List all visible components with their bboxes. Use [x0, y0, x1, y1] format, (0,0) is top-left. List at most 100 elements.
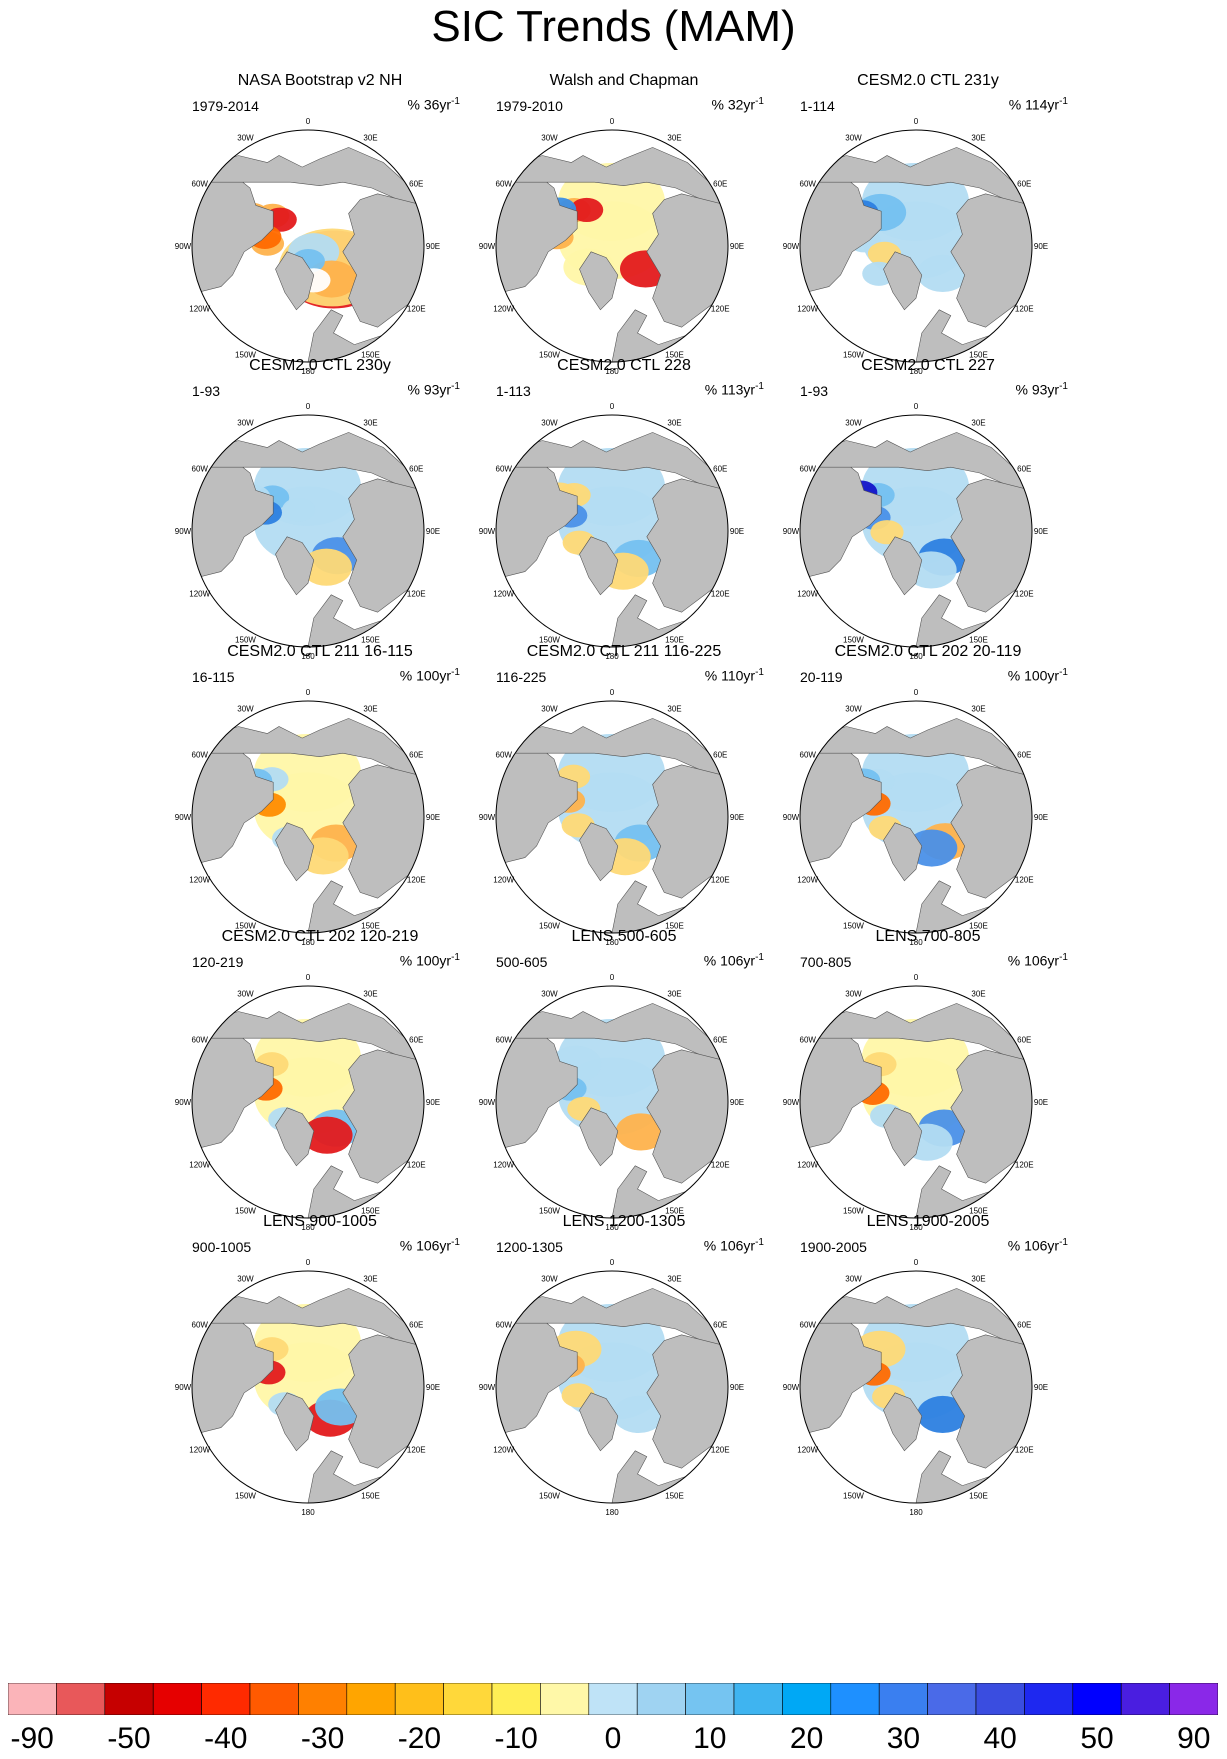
longitude-label: 150E [969, 350, 988, 359]
panel-title: LENS 900-1005 [263, 1213, 377, 1230]
panel-period: 900-1005 [192, 1239, 252, 1255]
longitude-label: 90E [1034, 1098, 1048, 1107]
map-panel: CESM2.0 CTL 231y 1-114 % 114yr-1 180 150E 120… [778, 72, 1078, 382]
longitude-label: 30W [541, 134, 558, 143]
map-boundary [799, 1270, 1033, 1504]
longitude-label: 90E [426, 527, 440, 536]
land-mass [496, 1003, 728, 1068]
colorbar-swatch [1024, 1683, 1074, 1715]
land-mass [579, 251, 619, 311]
longitude-label: 150W [539, 350, 560, 359]
colorbar-tick-label: 0 [604, 1722, 622, 1755]
longitude-label: 90E [1034, 242, 1048, 251]
longitude-label: 120E [711, 876, 730, 885]
longitude-label: 120E [407, 1161, 426, 1170]
longitude-label: 150W [843, 1491, 864, 1500]
longitude-label: 90W [783, 1383, 800, 1392]
longitude-label: 0 [610, 1258, 615, 1267]
map-boundary [495, 985, 729, 1219]
longitude-label: 150W [539, 1206, 560, 1215]
panel-period: 700-805 [800, 954, 852, 970]
land-mass [192, 147, 424, 212]
panel-title: LENS 700-805 [875, 928, 981, 945]
longitude-label: 0 [914, 117, 919, 126]
polar-map: 180 150E 120E 90E 60E 30E 0 30W 60W 90W 120W 150W [783, 973, 1048, 1232]
map-boundary [495, 129, 729, 363]
panel-units: % 106yr-1 [703, 952, 764, 969]
colorbar-swatch [685, 1683, 735, 1715]
land-mass [646, 193, 728, 328]
land-mass [883, 1107, 923, 1167]
panel-title: LENS 1200-1305 [562, 1213, 686, 1230]
land-mass [496, 1288, 728, 1353]
longitude-label: 120W [797, 1161, 818, 1170]
longitude-label: 120E [407, 1446, 426, 1455]
panel-period: 20-119 [800, 669, 843, 685]
longitude-label: 120E [1015, 305, 1034, 314]
longitude-label: 60E [1017, 465, 1031, 474]
map-panel: NASA Bootstrap v2 NH 1979-2014 % 36yr-1 180… [170, 72, 470, 382]
longitude-label: 120W [189, 305, 210, 314]
longitude-label: 150W [235, 1206, 256, 1215]
longitude-label: 30E [971, 990, 985, 999]
land-mass [950, 1334, 1032, 1469]
longitude-label: 150E [969, 921, 988, 930]
longitude-label: 180 [605, 1508, 619, 1517]
longitude-label: 120W [493, 876, 514, 885]
map-boundary [191, 700, 425, 934]
panel-title: CESM2.0 CTL 228 [557, 357, 691, 374]
longitude-label: 30E [971, 1275, 985, 1284]
longitude-label: 180 [605, 938, 619, 947]
panel-title: CESM2.0 CTL 227 [861, 357, 995, 374]
map-panel: LENS 1200-1305 1200-1305% 106yr-1 180 150E 1… [474, 1213, 774, 1523]
longitude-label: 60E [1017, 751, 1031, 760]
land-mass [275, 251, 315, 311]
colorbar-tick-label: -10 [494, 1722, 538, 1755]
panel-units: % 106yr-1 [399, 1237, 460, 1254]
map-boundary [495, 414, 729, 648]
panel-title: Walsh and Chapman [549, 72, 699, 89]
panel-units: % 100yr-1 [399, 667, 460, 684]
longitude-label: 180 [909, 938, 923, 947]
longitude-label: 60W [496, 1036, 513, 1045]
polar-map: 180 150E 120E 90E 60E 30E 0 30W 60W 90W 120W 150W [175, 1258, 440, 1517]
longitude-label: 60E [713, 1036, 727, 1045]
longitude-label: 90W [479, 242, 496, 251]
longitude-label: 150W [235, 921, 256, 930]
longitude-label: 180 [605, 367, 619, 376]
panel-period: 1-93 [192, 383, 221, 399]
land-mass [579, 822, 619, 882]
longitude-label: 150E [665, 1491, 684, 1500]
polar-map: 180 150E 120E 90E 60E 30E 0 30W 60W 90W 120W 150W [175, 973, 440, 1232]
map-boundary [799, 700, 1033, 934]
longitude-label: 180 [909, 367, 923, 376]
panel-period: 1979-2014 [192, 98, 259, 114]
longitude-label: 0 [306, 973, 311, 982]
colorbar-swatch [588, 1683, 638, 1715]
polar-map: 180 150E 120E 90E 60E 30E 0 30W 60W 90W 120W 150W [783, 688, 1048, 947]
longitude-label: 60W [800, 465, 817, 474]
panel-period: 1-93 [800, 383, 829, 399]
longitude-label: 30W [237, 990, 254, 999]
longitude-label: 30W [541, 990, 558, 999]
map-panel: CESM2.0 CTL 211 16-115 16-115 % 100yr-1 180… [170, 643, 470, 953]
panel-period: 1-113 [496, 383, 531, 399]
longitude-label: 180 [605, 1223, 619, 1232]
longitude-label: 120W [189, 876, 210, 885]
longitude-label: 30W [237, 419, 254, 428]
colorbar-tick-label: 10 [693, 1722, 727, 1755]
longitude-label: 120E [407, 590, 426, 599]
longitude-label: 60W [496, 465, 513, 474]
longitude-label: 60E [409, 751, 423, 760]
land-mass [342, 193, 424, 328]
land-mass [646, 1334, 728, 1469]
longitude-label: 120E [407, 876, 426, 885]
longitude-label: 60W [192, 180, 209, 189]
longitude-label: 0 [914, 973, 919, 982]
land-mass [342, 764, 424, 899]
colorbar-tick-label: -40 [204, 1722, 248, 1755]
longitude-label: 30E [363, 419, 377, 428]
longitude-label: 150W [843, 350, 864, 359]
longitude-label: 30W [541, 1275, 558, 1284]
longitude-label: 120E [1015, 1161, 1034, 1170]
